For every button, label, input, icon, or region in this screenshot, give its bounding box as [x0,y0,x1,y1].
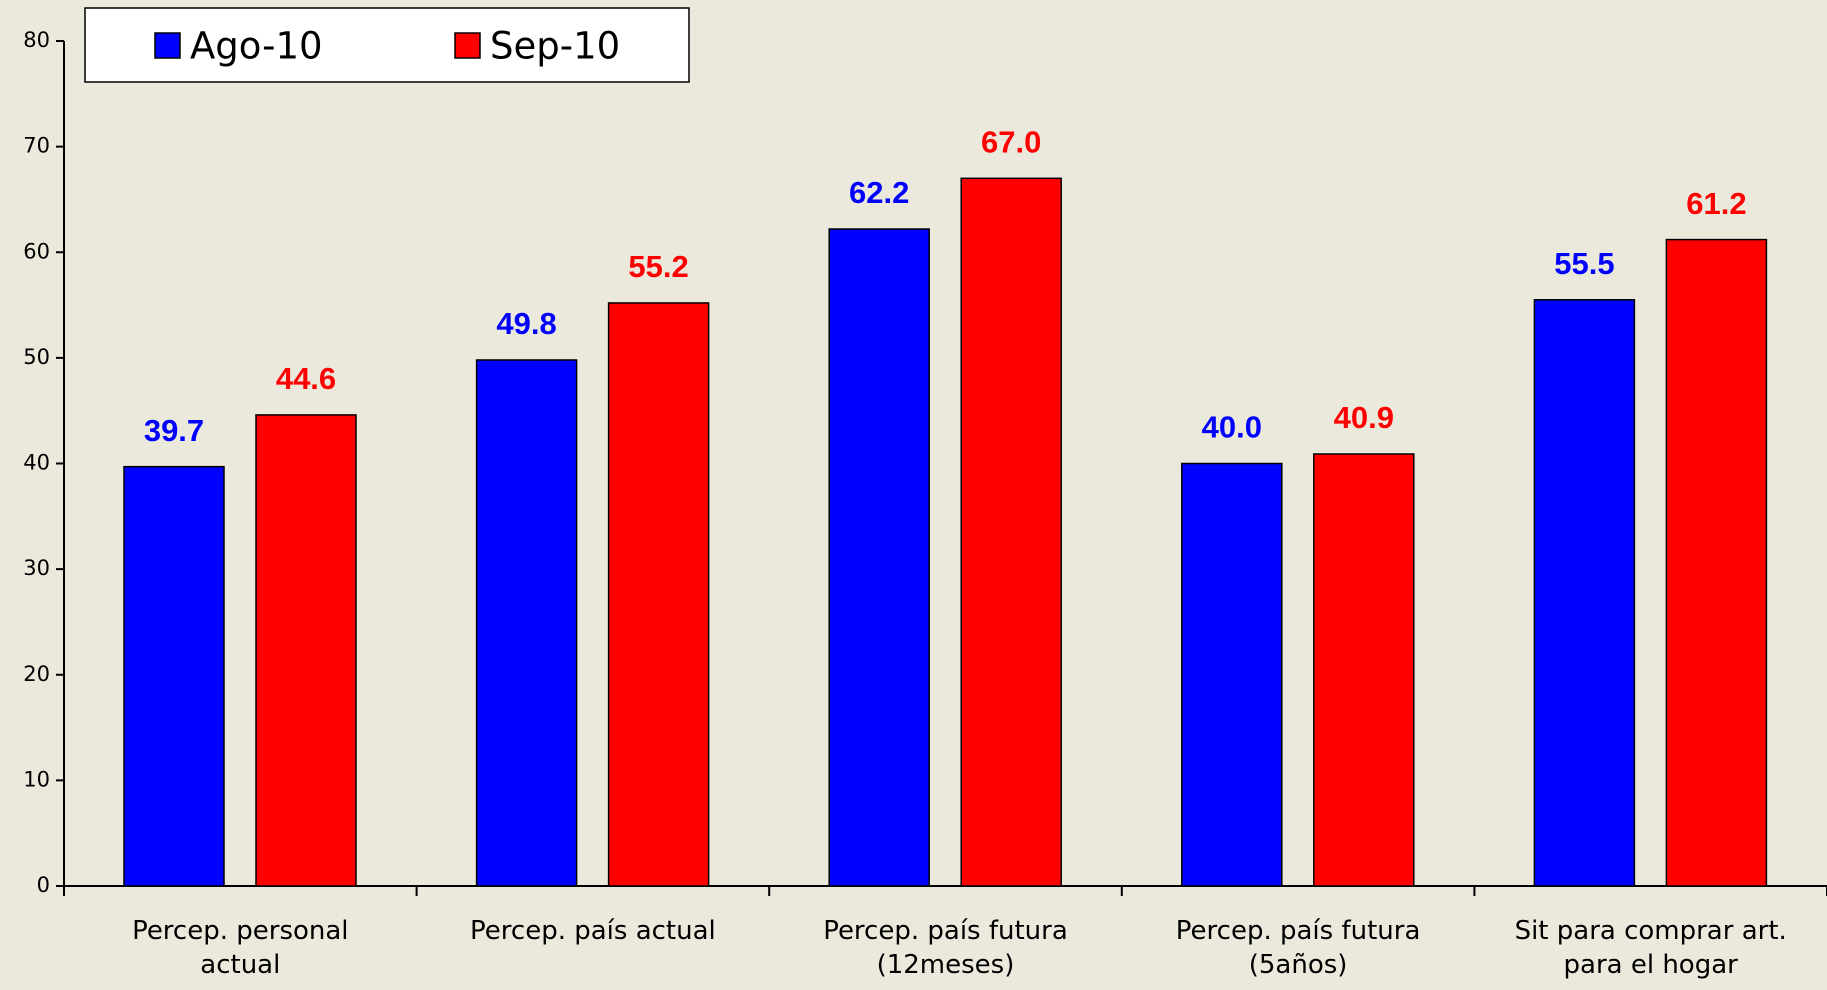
value-label: 67.0 [981,125,1041,160]
x-tick-label: Percep. personal actual [132,916,349,980]
x-tick-label: Percep. país futura (12meses) [823,916,1068,980]
bar [255,414,357,887]
value-label: 49.8 [496,306,556,341]
y-tick-label: 70 [23,134,50,158]
legend-swatch [154,32,181,59]
bar [1313,453,1415,887]
bar [1533,299,1636,887]
value-label: 61.2 [1686,186,1746,221]
bar [960,177,1062,887]
legend-label: Sep-10 [490,25,620,68]
x-tick-label: Sit para comprar art. para el hogar [1514,916,1787,980]
y-tick-label: 40 [23,451,50,475]
legend-label: Ago-10 [190,25,323,68]
bar [1665,238,1768,887]
bar [123,465,225,887]
value-label: 62.2 [849,175,909,210]
bar [475,359,578,887]
legend-swatch [454,32,481,59]
y-tick-label: 80 [23,28,50,52]
legend-box [84,7,690,83]
value-label: 40.9 [1334,400,1394,435]
y-tick-label: 10 [23,767,50,791]
bar [828,228,930,887]
value-label: 39.7 [144,413,204,448]
y-tick-label: 20 [23,662,50,686]
y-tick-label: 30 [23,556,50,580]
x-tick-label: Percep. país futura (5años) [1175,916,1421,980]
bar [607,302,710,887]
y-tick-label: 60 [23,239,50,263]
value-label: 55.2 [628,249,688,284]
y-tick-label: 50 [23,345,50,369]
value-label: 44.6 [276,361,336,396]
x-tick-label: Percep. país actual [470,916,716,946]
y-tick-label: 0 [37,873,50,897]
value-label: 40.0 [1202,410,1262,445]
bar [1181,462,1283,887]
value-label: 55.5 [1554,246,1614,281]
